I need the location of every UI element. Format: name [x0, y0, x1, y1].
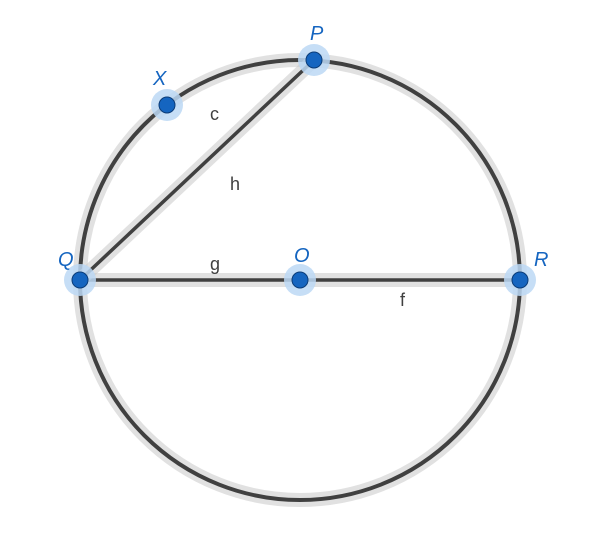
point-label-P: P — [310, 23, 324, 45]
point-X — [159, 97, 175, 113]
point-R — [512, 272, 528, 288]
point-P — [306, 52, 322, 68]
segment-label-c: c — [210, 104, 219, 124]
point-label-Q: Q — [58, 249, 74, 271]
geometry-diagram: c h g f O Q R P X — [0, 0, 600, 540]
point-label-O: O — [294, 245, 310, 267]
point-label-R: R — [534, 249, 548, 271]
segment-label-g: g — [210, 254, 220, 274]
segment-label-h: h — [230, 174, 240, 194]
segment-label-f: f — [400, 290, 406, 310]
point-O — [292, 272, 308, 288]
point-Q — [72, 272, 88, 288]
point-label-X: X — [152, 68, 167, 90]
